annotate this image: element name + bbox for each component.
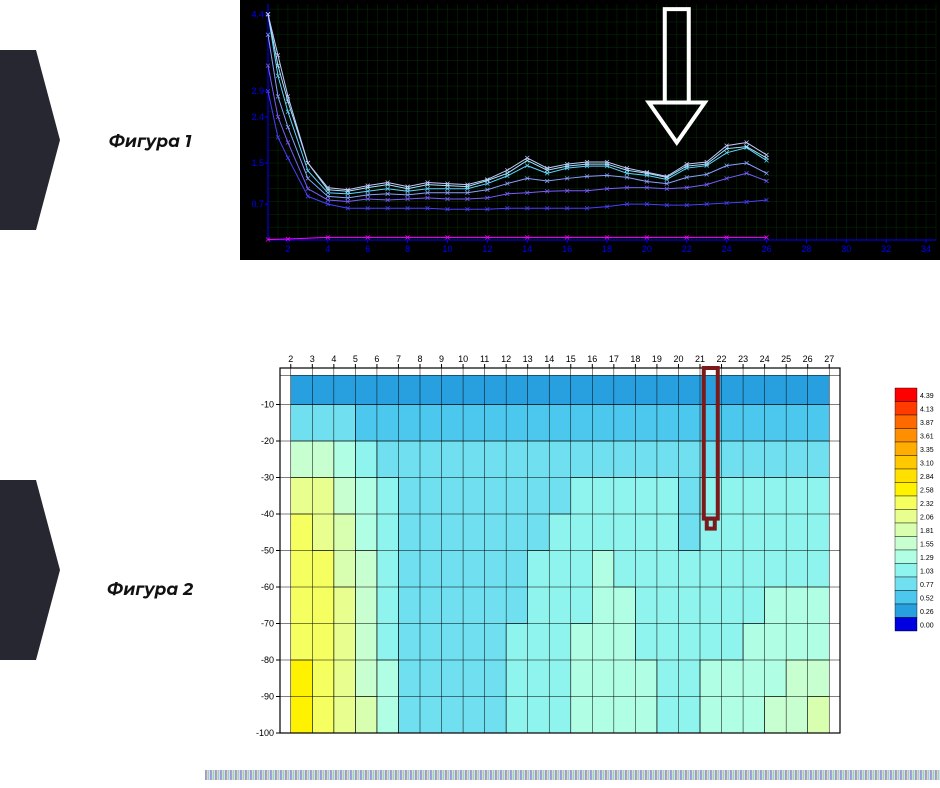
svg-text:22: 22 <box>682 244 692 254</box>
svg-text:0.00: 0.00 <box>920 623 934 630</box>
svg-text:-40: -40 <box>261 509 274 519</box>
figure1-label: Фигура 1 <box>95 132 205 152</box>
svg-text:34: 34 <box>921 244 931 254</box>
chart2-heatmap: 2345678910111213141516171819202122232425… <box>240 350 940 750</box>
svg-text:20: 20 <box>673 354 683 364</box>
svg-text:2.84: 2.84 <box>920 474 934 481</box>
svg-text:26: 26 <box>761 244 771 254</box>
svg-text:10: 10 <box>458 354 468 364</box>
svg-text:4: 4 <box>331 354 336 364</box>
decor-noise-bar <box>205 770 940 780</box>
svg-text:-60: -60 <box>261 582 274 592</box>
svg-text:19: 19 <box>652 354 662 364</box>
svg-text:8: 8 <box>417 354 422 364</box>
svg-text:1.5: 1.5 <box>251 158 264 168</box>
svg-text:0.52: 0.52 <box>920 596 934 603</box>
svg-text:24: 24 <box>760 354 770 364</box>
svg-text:15: 15 <box>566 354 576 364</box>
svg-text:2: 2 <box>285 244 290 254</box>
svg-text:14: 14 <box>544 354 554 364</box>
svg-text:10: 10 <box>442 244 452 254</box>
svg-text:12: 12 <box>501 354 511 364</box>
svg-text:23: 23 <box>738 354 748 364</box>
svg-text:7: 7 <box>396 354 401 364</box>
svg-text:26: 26 <box>803 354 813 364</box>
svg-text:2: 2 <box>288 354 293 364</box>
svg-text:2.32: 2.32 <box>920 501 934 508</box>
svg-text:0.77: 0.77 <box>920 582 934 589</box>
decor-arrow-2 <box>0 480 60 660</box>
svg-text:13: 13 <box>523 354 533 364</box>
svg-text:1.29: 1.29 <box>920 555 934 562</box>
svg-text:12: 12 <box>482 244 492 254</box>
svg-text:2.4: 2.4 <box>251 112 264 122</box>
svg-text:-90: -90 <box>261 692 274 702</box>
svg-text:25: 25 <box>781 354 791 364</box>
svg-text:1.81: 1.81 <box>920 528 934 535</box>
svg-text:18: 18 <box>602 244 612 254</box>
svg-text:22: 22 <box>717 354 727 364</box>
svg-text:17: 17 <box>609 354 619 364</box>
svg-text:6: 6 <box>374 354 379 364</box>
svg-text:16: 16 <box>587 354 597 364</box>
svg-text:3.87: 3.87 <box>920 420 934 427</box>
svg-text:24: 24 <box>722 244 732 254</box>
svg-text:-80: -80 <box>261 655 274 665</box>
svg-text:4: 4 <box>325 244 330 254</box>
svg-text:0.7: 0.7 <box>251 199 264 209</box>
svg-text:9: 9 <box>439 354 444 364</box>
svg-text:27: 27 <box>824 354 834 364</box>
svg-text:11: 11 <box>480 354 489 364</box>
svg-text:5: 5 <box>353 354 358 364</box>
svg-text:30: 30 <box>841 244 851 254</box>
svg-text:2.58: 2.58 <box>920 488 934 495</box>
svg-text:-10: -10 <box>261 400 274 410</box>
svg-text:3: 3 <box>310 354 315 364</box>
decor-arrow-1 <box>0 50 60 230</box>
chart1-line: 2468101214161820222426283032340.71.52.42… <box>240 0 940 260</box>
svg-text:21: 21 <box>695 354 705 364</box>
svg-text:14: 14 <box>522 244 532 254</box>
svg-text:8: 8 <box>405 244 410 254</box>
svg-text:4.13: 4.13 <box>920 407 934 414</box>
svg-text:0.26: 0.26 <box>920 609 934 616</box>
svg-text:-20: -20 <box>261 436 274 446</box>
svg-text:18: 18 <box>630 354 640 364</box>
svg-text:3.61: 3.61 <box>920 434 934 441</box>
svg-text:1.03: 1.03 <box>920 569 934 576</box>
svg-text:6: 6 <box>365 244 370 254</box>
svg-text:-70: -70 <box>261 619 274 629</box>
svg-text:32: 32 <box>881 244 891 254</box>
svg-text:4.4: 4.4 <box>251 9 264 19</box>
svg-text:-50: -50 <box>261 546 274 556</box>
svg-text:4.39: 4.39 <box>920 393 934 400</box>
svg-text:28: 28 <box>801 244 811 254</box>
svg-text:20: 20 <box>642 244 652 254</box>
svg-text:-100: -100 <box>256 728 274 738</box>
svg-text:3.10: 3.10 <box>920 461 934 468</box>
svg-text:-30: -30 <box>261 473 274 483</box>
svg-text:3.35: 3.35 <box>920 447 934 454</box>
svg-text:2.9: 2.9 <box>251 86 264 96</box>
svg-text:2.06: 2.06 <box>920 515 934 522</box>
figure2-label: Фигура 2 <box>95 580 205 600</box>
svg-text:16: 16 <box>562 244 572 254</box>
svg-text:1.55: 1.55 <box>920 542 934 549</box>
